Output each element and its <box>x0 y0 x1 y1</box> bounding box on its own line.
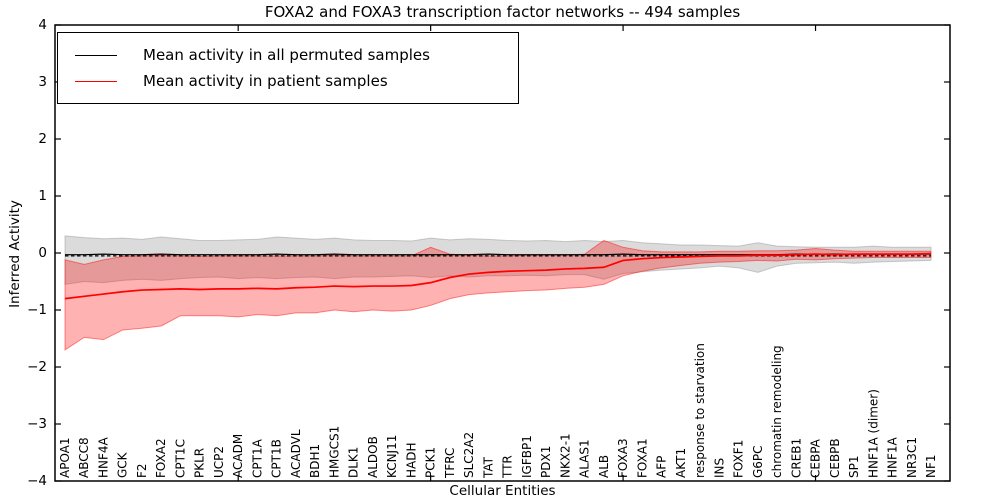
x-tick-label: DLK1 <box>347 447 361 478</box>
x-tick-label: SLC2A2 <box>462 432 476 478</box>
x-tick-label: ALDOB <box>366 436 380 478</box>
y-tick-label: 0 <box>38 245 47 261</box>
x-tick-label: response to starvation <box>693 343 707 478</box>
x-tick-label: chromatin remodeling <box>770 345 784 478</box>
legend-item-label: Mean activity in all permuted samples <box>143 46 430 64</box>
x-tick-label: AKT1 <box>674 448 688 478</box>
patient-mean-line <box>64 252 932 300</box>
y-tick-label: −3 <box>27 416 47 432</box>
y-tick-label: −4 <box>27 473 47 489</box>
x-tick-label: NKX2-1 <box>558 433 572 478</box>
y-tick-label: 1 <box>38 188 47 204</box>
x-tick-label: CEBPB <box>828 438 842 478</box>
x-tick-label: KCNJ11 <box>385 435 399 478</box>
x-tick-label: INS <box>712 458 726 478</box>
patient-band <box>64 239 932 351</box>
x-tick-label: GCK <box>116 451 130 478</box>
x-tick-label: ACADVL <box>289 429 303 478</box>
x-tick-label: CEBPA <box>809 438 823 478</box>
permuted-line-swatch <box>75 54 117 56</box>
x-tick-label: AFP <box>655 456 669 478</box>
x-tick-label: BDH1 <box>308 444 322 478</box>
legend-item: Mean activity in patient samples <box>58 68 518 94</box>
x-tick-label: UCP2 <box>212 446 226 478</box>
x-tick-label: ACADM <box>231 434 245 478</box>
x-axis-label: Cellular Entities <box>449 483 556 499</box>
x-tick-label: TFRC <box>443 448 457 479</box>
x-tick-label: F2 <box>135 463 149 478</box>
x-tick-label: FOXA2 <box>154 438 168 478</box>
y-tick-label: 2 <box>38 131 47 147</box>
legend: Mean activity in all permuted samples Mea… <box>57 32 519 104</box>
permuted-band <box>64 235 932 285</box>
x-tick-label: ALB <box>597 455 611 478</box>
x-tick-label: PCK1 <box>424 447 438 478</box>
x-tick-label: ABCC8 <box>77 437 91 478</box>
x-tick-label: TAT <box>481 456 495 479</box>
x-tick-label: FOXF1 <box>732 440 746 478</box>
y-tick-label: −1 <box>27 302 47 318</box>
x-tick-label: G6PC <box>751 445 765 478</box>
x-tick-label: HNF4A <box>96 436 110 478</box>
x-tick-label: HNF1A <box>886 436 900 478</box>
legend-item: Mean activity in all permuted samples <box>58 42 518 68</box>
x-tick-label: NR3C1 <box>905 437 919 478</box>
x-tick-label: TTR <box>501 455 515 479</box>
x-tick-label: IGFBP1 <box>520 435 534 478</box>
x-tick-label: FOXA1 <box>635 438 649 478</box>
x-tick-label: PKLR <box>193 448 207 478</box>
x-tick-label: FOXA3 <box>616 438 630 478</box>
x-tick-label: SP1 <box>847 456 861 479</box>
x-tick-label: PDX1 <box>539 446 553 478</box>
y-tick-label: −2 <box>27 359 47 375</box>
x-tick-label: HADH <box>404 443 418 479</box>
x-tick-label: HNF1A (dimer) <box>866 389 880 478</box>
y-tick-label: 4 <box>38 17 47 33</box>
x-tick-label: NF1 <box>924 454 938 478</box>
legend-item-label: Mean activity in patient samples <box>143 72 388 90</box>
x-tick-label: CPT1C <box>173 439 187 478</box>
x-tick-label: CREB1 <box>789 438 803 478</box>
patient-line-swatch <box>75 80 117 82</box>
axes-frame <box>54 24 951 482</box>
chart-title: FOXA2 and FOXA3 transcription factor net… <box>264 3 741 21</box>
y-tick-label: 3 <box>38 74 47 90</box>
x-tick-label: APOA1 <box>58 437 72 478</box>
x-tick-label: CPT1B <box>270 439 284 478</box>
x-tick-label: CPT1A <box>250 438 264 478</box>
x-tick-label: ALAS1 <box>578 439 592 478</box>
y-axis-label: Inferred Activity <box>7 200 23 308</box>
x-tick-label: HMGCS1 <box>327 426 341 478</box>
